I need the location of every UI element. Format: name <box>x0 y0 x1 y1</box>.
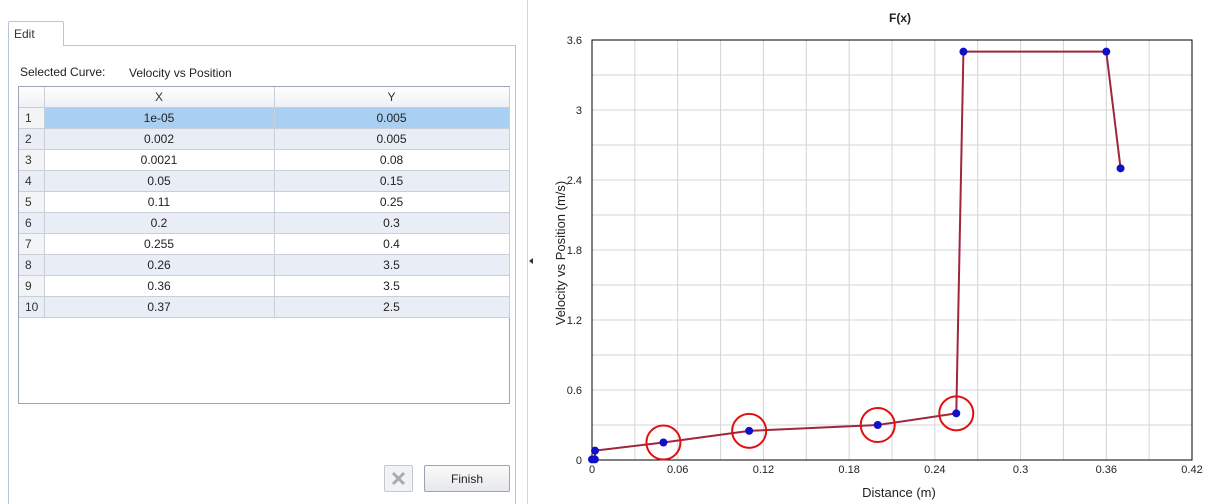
highlight-circle <box>645 424 682 461</box>
x-axis-ticks: 0 0.06 0.12 0.18 0.24 0.3 0.36 0.42 <box>589 464 1203 476</box>
delete-point-button[interactable] <box>384 465 413 492</box>
tab-edit-label: Edit <box>14 27 35 41</box>
panel-splitter[interactable] <box>527 0 528 504</box>
y-cell[interactable]: 0.4 <box>274 233 510 255</box>
x-tick-label: 0.06 <box>667 464 688 476</box>
y-tick-label: 3.6 <box>567 35 582 47</box>
data-points[interactable] <box>588 47 1125 464</box>
y-axis-label: Velocity vs Position (m/s) <box>553 181 568 326</box>
points-grid[interactable]: X Y 1 1e-05 0.005 2 0.002 0.005 3 0.0021… <box>18 86 510 404</box>
data-point[interactable] <box>873 421 882 429</box>
x-cell[interactable]: 0.05 <box>44 170 275 192</box>
table-row[interactable]: 5 0.11 0.25 <box>19 191 510 213</box>
x-cell[interactable]: 0.2 <box>44 212 275 234</box>
row-index: 7 <box>19 233 45 255</box>
tab-edit[interactable]: Edit <box>8 21 64 46</box>
x-tick-label: 0.12 <box>753 464 774 476</box>
chart-grid <box>592 40 1192 460</box>
data-point[interactable] <box>745 426 754 435</box>
x-tick-label: 0.36 <box>1096 464 1117 476</box>
row-index: 3 <box>19 149 45 171</box>
row-index: 4 <box>19 170 45 192</box>
y-cell[interactable]: 0.005 <box>274 128 510 150</box>
table-row[interactable]: 2 0.002 0.005 <box>19 128 510 150</box>
x-cell[interactable]: 0.36 <box>44 275 275 297</box>
table-row[interactable]: 4 0.05 0.15 <box>19 170 510 192</box>
data-point[interactable] <box>952 409 961 418</box>
table-row[interactable]: 3 0.0021 0.08 <box>19 149 510 171</box>
x-icon <box>391 471 406 486</box>
highlight-circles <box>645 395 975 461</box>
table-row[interactable]: 9 0.36 3.5 <box>19 275 510 297</box>
table-row[interactable]: 10 0.37 2.5 <box>19 296 510 318</box>
row-index: 5 <box>19 191 45 213</box>
data-point[interactable] <box>590 455 599 464</box>
x-tick-label: 0.42 <box>1181 464 1202 476</box>
x-cell[interactable]: 1e-05 <box>44 107 275 129</box>
curve-chart[interactable]: 0 0.6 1.2 1.8 2.4 3 3.6 0 0.06 0.12 0.18 0.24 0.3 0.… <box>540 0 1212 504</box>
x-cell[interactable]: 0.255 <box>44 233 275 255</box>
x-cell[interactable]: 0.0021 <box>44 149 275 171</box>
x-cell[interactable]: 0.11 <box>44 191 275 213</box>
x-tick-label: 0.3 <box>1013 464 1028 476</box>
y-tick-label: 1.8 <box>567 245 582 257</box>
highlight-circle <box>859 407 896 443</box>
collapse-arrow-icon[interactable] <box>529 258 533 264</box>
selected-curve-value: Velocity vs Position <box>129 66 232 80</box>
y-cell[interactable]: 3.5 <box>274 254 510 276</box>
row-index: 10 <box>19 296 45 318</box>
highlight-circle <box>731 412 768 449</box>
table-row[interactable]: 7 0.255 0.4 <box>19 233 510 255</box>
y-cell[interactable]: 0.3 <box>274 212 510 234</box>
chart-title: F(x) <box>889 11 911 25</box>
x-column-header[interactable]: X <box>44 87 275 108</box>
selected-curve-label: Selected Curve: <box>20 65 106 79</box>
plot-area <box>591 39 1193 461</box>
table-row[interactable]: 8 0.26 3.5 <box>19 254 510 276</box>
y-cell[interactable]: 0.15 <box>274 170 510 192</box>
data-point[interactable] <box>659 438 668 447</box>
y-column-header[interactable]: Y <box>274 87 510 108</box>
y-cell[interactable]: 2.5 <box>274 296 510 318</box>
x-axis-label: Distance (m) <box>862 485 936 500</box>
row-index-header <box>19 87 45 108</box>
y-tick-label: 3 <box>576 105 582 117</box>
points-table: X Y 1 1e-05 0.005 2 0.002 0.005 3 0.0021… <box>19 87 510 318</box>
data-point[interactable] <box>1116 164 1125 173</box>
table-row[interactable]: 1 1e-05 0.005 <box>19 107 510 129</box>
y-cell[interactable]: 0.25 <box>274 191 510 213</box>
data-point[interactable] <box>959 47 968 56</box>
x-cell[interactable]: 0.002 <box>44 128 275 150</box>
data-point[interactable] <box>1102 47 1111 56</box>
row-index: 8 <box>19 254 45 276</box>
x-cell[interactable]: 0.37 <box>44 296 275 318</box>
y-cell[interactable]: 0.005 <box>274 107 510 129</box>
row-index: 2 <box>19 128 45 150</box>
y-tick-label: 0 <box>576 455 582 467</box>
table-header-row: X Y <box>19 87 510 108</box>
x-tick-label: 0.18 <box>838 464 859 476</box>
table-row[interactable]: 6 0.2 0.3 <box>19 212 510 234</box>
y-tick-label: 2.4 <box>567 175 582 187</box>
data-point[interactable] <box>591 446 599 455</box>
row-index: 6 <box>19 212 45 234</box>
y-tick-label: 0.6 <box>567 385 582 397</box>
x-tick-label: 0.24 <box>924 464 945 476</box>
row-index: 9 <box>19 275 45 297</box>
y-cell[interactable]: 0.08 <box>274 149 510 171</box>
y-tick-label: 1.2 <box>567 315 582 327</box>
x-cell[interactable]: 0.26 <box>44 254 275 276</box>
x-tick-label: 0 <box>589 464 595 476</box>
highlight-circle <box>938 395 975 432</box>
y-axis-ticks: 0 0.6 1.2 1.8 2.4 3 3.6 <box>567 35 582 467</box>
series-line <box>592 50 1122 461</box>
y-cell[interactable]: 3.5 <box>274 275 510 297</box>
row-index: 1 <box>19 107 45 129</box>
finish-button[interactable]: Finish <box>424 465 510 492</box>
